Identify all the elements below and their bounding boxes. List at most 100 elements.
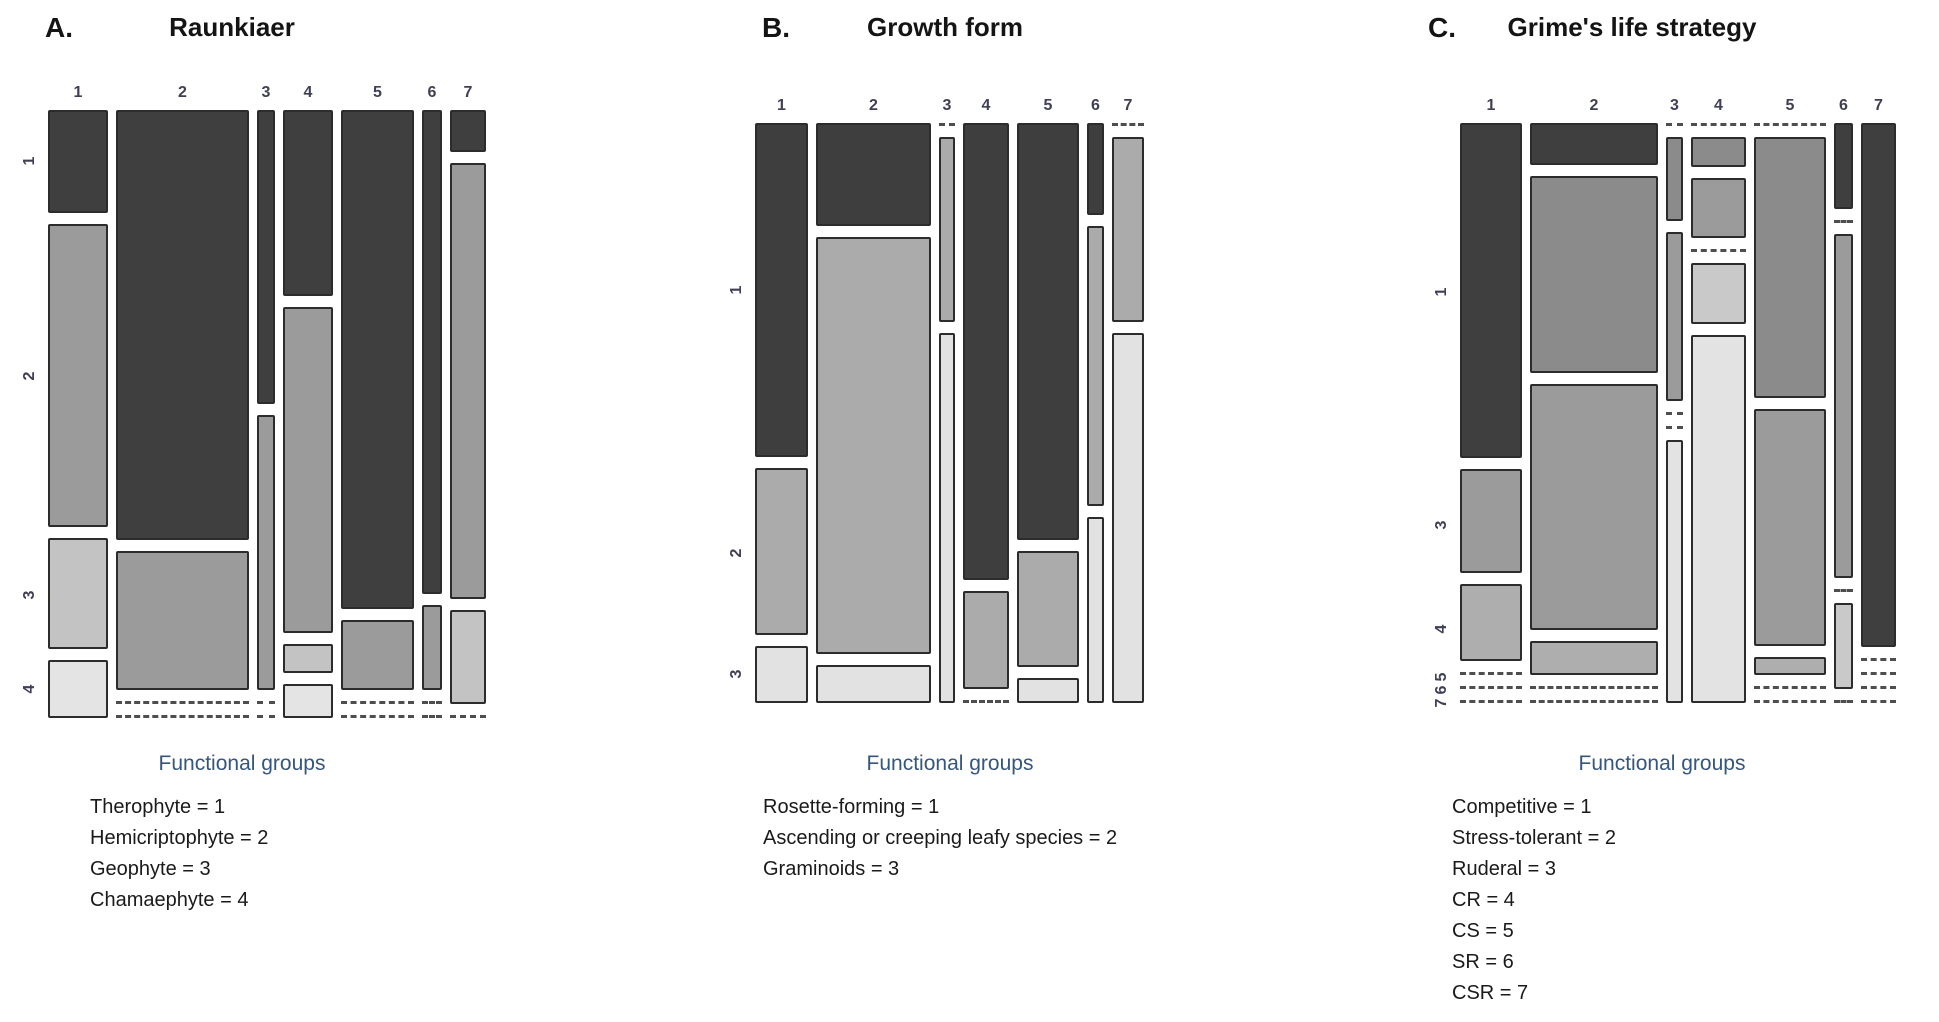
mosaic-column xyxy=(816,123,931,703)
mosaic-cell xyxy=(48,659,108,718)
zero-cell-dash xyxy=(1112,123,1144,126)
mosaic-cell xyxy=(1460,469,1522,573)
mosaic-cell xyxy=(1017,678,1079,703)
column-tick-label: 5 xyxy=(373,84,382,101)
zero-cell-dash xyxy=(116,701,249,704)
column-tick-label: 7 xyxy=(1874,97,1883,114)
legend-item: SR = 6 xyxy=(1452,951,1514,973)
mosaic-cell xyxy=(48,224,108,528)
mosaic-cell xyxy=(1861,123,1896,647)
mosaic-cell xyxy=(1087,517,1104,703)
zero-cell-dash xyxy=(1460,672,1522,675)
column-tick-label: 5 xyxy=(1785,97,1795,114)
panel-letter-a: A. xyxy=(45,12,73,43)
zero-cell-dash xyxy=(1834,700,1853,703)
mosaic-cell xyxy=(1754,408,1826,647)
mosaic-cell xyxy=(1691,178,1746,238)
zero-cell-dash xyxy=(1861,700,1896,703)
legend-a: Therophyte = 1 Hemicriptophyte = 2 Geophyt… xyxy=(90,792,268,916)
mosaic-cell xyxy=(1691,263,1746,324)
mosaic-column xyxy=(48,110,108,718)
x-axis-label-b: Functional groups xyxy=(866,752,1034,775)
mosaic-column xyxy=(1754,123,1826,703)
row-tick-label: 5 xyxy=(1433,672,1450,682)
mosaic-cell xyxy=(1530,384,1658,631)
mosaic-column xyxy=(283,110,333,718)
row-tick-label: 1 xyxy=(21,156,38,166)
mosaic-cell xyxy=(1087,123,1104,216)
panel-title-c: Grime's life strategy xyxy=(1507,12,1757,42)
mosaic-column xyxy=(1017,123,1079,703)
mosaic-cell xyxy=(963,123,1009,580)
mosaic-cell xyxy=(422,110,442,594)
zero-cell-dash xyxy=(1834,219,1853,223)
column-tick-label: 1 xyxy=(73,84,83,101)
legend-item: Graminoids = 3 xyxy=(763,858,900,880)
column-tick-label: 7 xyxy=(463,84,473,101)
mosaic-cell xyxy=(283,110,333,296)
mosaic-cell xyxy=(1834,123,1853,209)
column-tick-label: 2 xyxy=(178,84,187,101)
column-tick-label: 2 xyxy=(1589,97,1599,114)
legend-item: Geophyte = 3 xyxy=(90,858,211,880)
row-tick-label: 1 xyxy=(1433,287,1450,297)
column-tick-label: 3 xyxy=(942,97,952,114)
x-axis-label-a: Functional groups xyxy=(158,752,326,775)
mosaic-cell xyxy=(1460,583,1522,661)
row-tick-label: 7 xyxy=(1433,698,1450,708)
zero-cell-dash xyxy=(1754,700,1826,703)
row-tick-label: 3 xyxy=(21,590,38,600)
mosaic-column xyxy=(1691,123,1746,703)
legend-item: Stress-tolerant = 2 xyxy=(1452,827,1616,849)
zero-cell-dash xyxy=(1460,700,1522,703)
legend-item: Ascending or creeping leafy species = 2 xyxy=(763,827,1118,849)
column-tick-label: 5 xyxy=(1043,97,1053,114)
column-tick-label: 6 xyxy=(1839,97,1848,114)
row-tick-label: 1 xyxy=(728,285,745,295)
zero-cell-dash xyxy=(450,715,486,718)
legend-item: Ruderal = 3 xyxy=(1452,858,1556,880)
mosaic-cell xyxy=(1834,603,1853,689)
legend-item: Competitive = 1 xyxy=(1452,796,1592,818)
mosaic-cell xyxy=(1691,137,1746,167)
row-tick-label: 6 xyxy=(1433,685,1450,695)
zero-cell-dash xyxy=(1834,589,1853,593)
legend-item: Rosette-forming = 1 xyxy=(763,796,940,818)
mosaic-plot-c: 1 2 3 4 5 6 7 1 3 4 5 6 7 xyxy=(1433,97,1896,707)
panel-title-b: Growth form xyxy=(867,12,1023,42)
mosaic-cell xyxy=(283,643,333,674)
legend-item: Hemicriptophyte = 2 xyxy=(90,827,269,849)
column-tick-label: 3 xyxy=(261,84,271,101)
zero-cell-dash xyxy=(963,700,1009,703)
mosaic-cell xyxy=(1112,137,1144,322)
column-tick-label: 7 xyxy=(1123,97,1133,114)
mosaic-column xyxy=(939,123,955,703)
zero-cell-dash xyxy=(422,701,442,704)
column-tick-label: 1 xyxy=(1486,97,1496,114)
column-tick-label: 4 xyxy=(981,97,991,114)
x-axis-label-c: Functional groups xyxy=(1578,752,1746,775)
mosaic-plot-a: 1 2 3 4 5 6 7 1 2 3 4 xyxy=(21,84,486,718)
zero-cell-dash xyxy=(1861,686,1896,689)
mosaic-cell xyxy=(450,110,486,152)
legend-item: CSR = 7 xyxy=(1452,982,1529,1004)
zero-cell-dash xyxy=(1691,123,1746,126)
mosaic-column xyxy=(963,123,1009,703)
row-tick-label: 2 xyxy=(728,548,745,558)
zero-cell-dash xyxy=(341,715,414,718)
mosaic-column xyxy=(1112,123,1144,703)
mosaic-cell xyxy=(1530,175,1658,374)
mosaic-cell xyxy=(450,610,486,704)
mosaic-cell xyxy=(116,551,249,690)
legend-item: Chamaephyte = 4 xyxy=(90,889,249,911)
mosaic-cell xyxy=(1017,123,1079,540)
mosaic-cell xyxy=(1530,641,1658,675)
row-tick-label: 2 xyxy=(21,371,38,381)
column-tick-label: 6 xyxy=(1091,97,1100,114)
column-tick-label: 6 xyxy=(427,84,437,101)
mosaic-column xyxy=(116,110,249,718)
mosaic-column xyxy=(341,110,414,718)
column-tick-label: 2 xyxy=(869,97,878,114)
row-tick-label: 3 xyxy=(728,669,745,679)
column-tick-label: 4 xyxy=(303,84,313,101)
